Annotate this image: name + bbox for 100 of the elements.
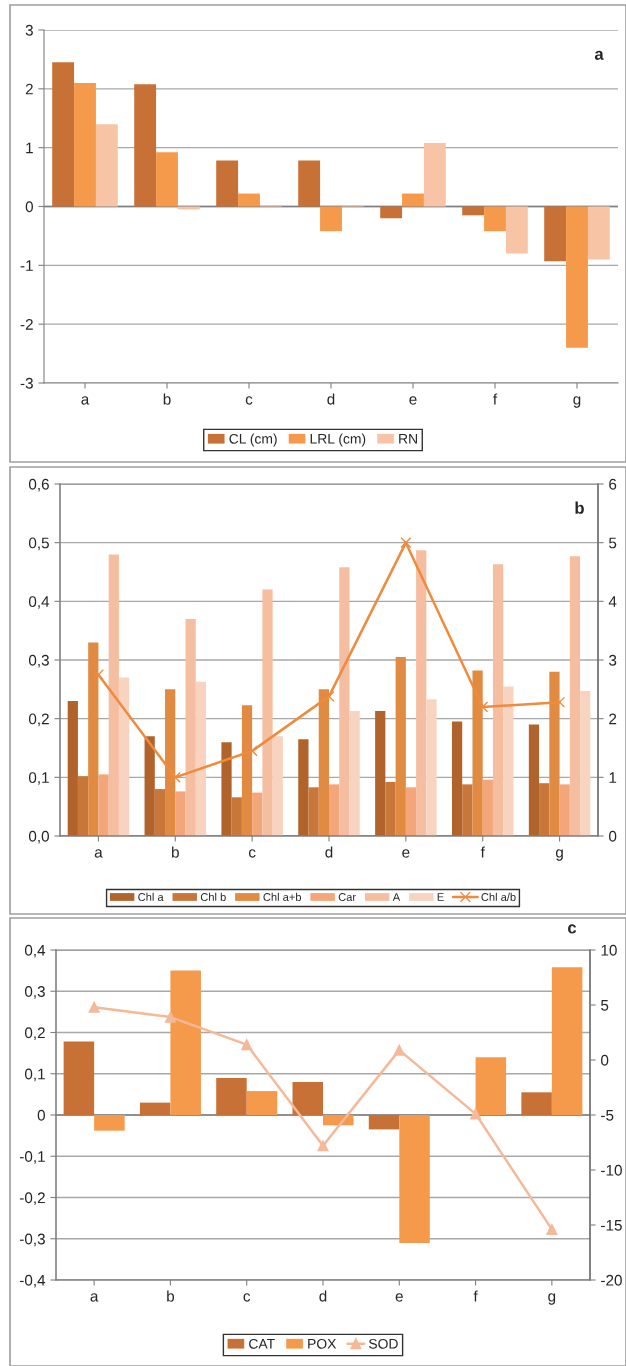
bar [195,681,207,836]
y-tick-label: -0,4 [19,1274,46,1288]
x-tick-label: b [172,846,179,858]
y-tick-label: 2 [25,83,33,95]
x-tick-label: g [573,396,581,408]
bar [175,791,186,836]
point [246,745,258,757]
y2-tick-label: 5 [601,1000,609,1011]
bar [185,618,196,836]
y2-tick-label: -15 [601,1220,622,1231]
bar [216,1077,247,1115]
x-tick-label: d [327,393,335,405]
bar [559,784,570,836]
point [323,690,335,702]
legend-label: Chl a [138,892,164,901]
bar [88,642,99,836]
bar [329,784,340,836]
bar [399,1115,430,1243]
point [241,1039,253,1051]
bar [423,142,446,207]
bar [544,206,567,262]
point [477,701,489,713]
bar [241,705,253,836]
bar [375,711,386,836]
bar [272,736,283,836]
bar [221,742,232,836]
point [470,1108,482,1120]
point [317,1140,329,1152]
text: c [568,924,577,934]
bar [238,193,260,207]
bar [402,193,424,207]
bar [177,206,200,210]
bar [139,1102,171,1115]
bar [94,1115,125,1131]
bar [385,782,396,836]
point [554,696,566,708]
x-tick-label: b [163,393,171,405]
bar [482,779,493,836]
bar [551,967,583,1115]
bar [462,206,485,216]
annotation: a [594,50,604,60]
bar [349,711,360,836]
legend-label: Chl a+b [263,892,302,901]
bar [492,564,504,836]
y-tick-label: -2 [20,319,33,330]
y-tick-label: 0,3 [28,654,49,668]
bar [566,206,588,348]
point [164,1011,176,1023]
bar [505,206,528,254]
bar [318,689,329,836]
y-tick-label: -0,2 [19,1192,45,1205]
point [92,669,104,681]
x-tick-label: e [402,849,410,858]
bar [503,686,514,836]
bar [298,160,321,207]
bar [298,739,309,836]
legend-label: CAT [249,1338,275,1349]
bar [292,1082,323,1115]
y-tick-label: 1 [26,142,33,154]
bar [569,556,581,836]
bar [521,1092,552,1115]
x-tick-label: a [81,396,90,405]
x-tick-label: g [555,849,563,861]
y2-tick-label: -20 [601,1274,622,1286]
y-tick-label: 0,0 [28,830,49,844]
bar [528,724,540,836]
bar [170,970,201,1115]
y2-tick-label: 1 [609,772,617,783]
bar [472,670,483,836]
legend-label: Chl b [200,892,226,901]
y-tick-label: -0,1 [19,1151,45,1164]
y2-tick-label: 0 [609,830,617,842]
bar [95,124,118,207]
y2-tick-label: 5 [609,537,617,549]
x-tick-label: f [493,393,498,405]
bar [368,1115,400,1130]
bar [231,797,242,836]
y-tick-label: 0,4 [24,944,46,958]
bar [77,776,89,836]
bar [134,84,157,207]
x-tick-label: c [245,396,253,405]
bar [484,206,506,232]
bar [165,689,176,836]
bar [74,82,96,207]
x-tick-label: c [243,1293,251,1302]
x-tick-label: e [409,396,417,405]
y2-tick-label: -10 [601,1164,622,1176]
x-tick-label: f [473,1290,478,1302]
bar [262,589,273,836]
legend-label: CL (cm) [229,433,277,447]
point [393,1044,405,1056]
bar [154,789,166,836]
bar [320,206,342,232]
y2-tick-label: 6 [609,478,617,490]
bar [67,701,78,836]
y-tick-label: 0,1 [28,772,49,785]
y-tick-label: 0,1 [24,1068,45,1082]
point [400,537,412,549]
bar [395,657,406,836]
y-tick-label: 0 [25,201,33,213]
